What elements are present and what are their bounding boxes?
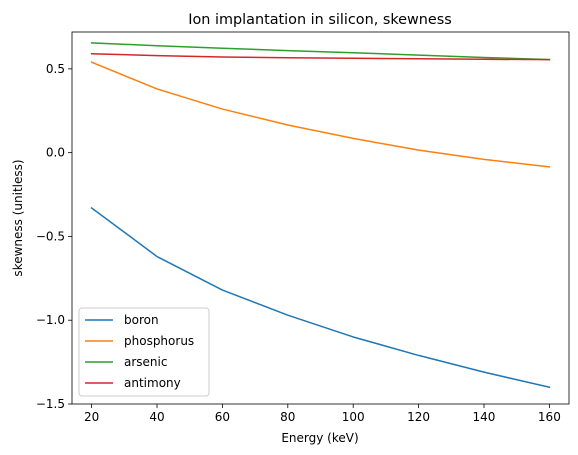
y-tick-label: 0.5	[46, 62, 65, 76]
y-tick-label: −0.5	[36, 229, 65, 243]
chart-title: Ion implantation in silicon, skewness	[188, 12, 452, 28]
y-tick-label: −1.5	[36, 397, 65, 411]
y-tick-label: −1.0	[36, 313, 65, 327]
legend-label-arsenic: arsenic	[124, 355, 167, 369]
series-line-phosphorus	[90, 61, 551, 168]
x-axis-label: Energy (keV)	[281, 431, 358, 445]
series-line-arsenic	[90, 42, 551, 61]
x-tick-label: 60	[215, 410, 230, 424]
x-tick-label: 140	[473, 410, 496, 424]
y-axis-label: skewness (unitless)	[11, 159, 25, 276]
x-tick-label: 40	[149, 410, 164, 424]
x-tick-label: 20	[84, 410, 99, 424]
x-tick-label: 120	[407, 410, 430, 424]
plot-frame	[71, 31, 570, 405]
series-line-antimony	[90, 53, 551, 61]
series-line-boron	[90, 206, 551, 389]
legend-label-antimony: antimony	[124, 376, 181, 390]
legend-box	[78, 307, 210, 397]
plot-area	[90, 42, 551, 389]
y-tick-label: 0.0	[46, 146, 65, 160]
x-axis: 20 40 60 80 100 120 140 160	[84, 404, 561, 424]
x-tick-label: 100	[342, 410, 365, 424]
legend: boron phosphorus arsenic antimony	[78, 307, 210, 397]
x-tick-label: 160	[538, 410, 561, 424]
legend-label-phosphorus: phosphorus	[124, 334, 194, 348]
legend-label-boron: boron	[124, 313, 159, 327]
x-tick-label: 80	[280, 410, 295, 424]
y-axis: −1.5 −1.0 −0.5 0.0 0.5	[36, 62, 72, 411]
